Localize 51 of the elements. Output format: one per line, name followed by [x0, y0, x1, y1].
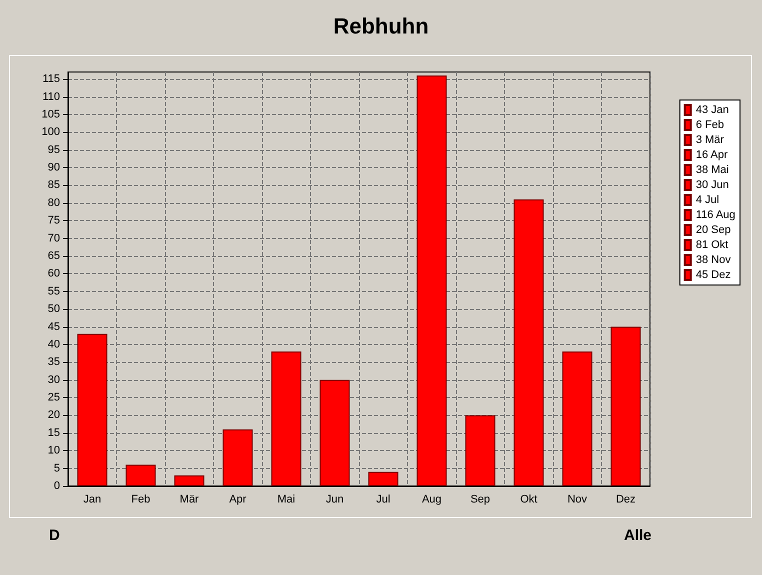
y-tick-label: 30	[48, 374, 60, 386]
legend-label: 16 Apr	[696, 149, 728, 161]
y-tick-label: 5	[54, 462, 60, 474]
x-tick-label: Feb	[131, 494, 150, 506]
x-tick-label: Mär	[180, 494, 200, 506]
legend-label: 4 Jul	[696, 194, 720, 206]
y-tick-label: 0	[54, 480, 60, 492]
y-tick-label: 15	[48, 426, 60, 439]
chart-title: Rebhuhn	[333, 14, 429, 38]
legend-label: 38 Mai	[696, 164, 729, 176]
legend-label: 30 Jun	[696, 179, 729, 191]
y-tick-label: 10	[48, 444, 60, 457]
x-tick-label: Aug	[422, 494, 442, 506]
legend-label: 3 Mär	[696, 134, 724, 146]
x-tick-label: Jan	[83, 494, 102, 506]
y-tick-label: 105	[42, 108, 60, 120]
y-tick-label: 85	[48, 179, 60, 192]
y-tick-label: 60	[48, 268, 60, 280]
y-tick-label: 65	[48, 250, 60, 262]
text: D	[49, 527, 60, 544]
y-tick-label: 100	[42, 126, 60, 138]
y-tick-label: 50	[48, 303, 60, 316]
y-tick-label: 80	[48, 196, 60, 209]
legend-label: 6 Feb	[696, 119, 724, 131]
legend-label: 38 Nov	[696, 254, 732, 266]
x-tick-label: Nov	[567, 494, 588, 506]
y-tick-label: 115	[42, 73, 60, 86]
y-tick-label: 75	[48, 214, 60, 227]
legend-label: 43 Jan	[696, 104, 729, 116]
x-tick-label: Okt	[520, 494, 538, 506]
y-tick-label: 90	[48, 162, 60, 174]
y-tick-label: 20	[48, 409, 60, 422]
y-tick-label: 40	[48, 338, 60, 350]
y-tick-label: 95	[48, 144, 60, 156]
legend-label: 81 Okt	[696, 239, 728, 251]
y-tick-label: 70	[48, 232, 60, 244]
y-tick-label: 25	[48, 392, 60, 404]
text: Alle	[624, 527, 652, 544]
x-tick-label: Jun	[326, 494, 344, 506]
x-tick-label: Dez	[616, 494, 636, 506]
y-tick-label: 35	[48, 356, 60, 368]
x-tick-label: Jul	[376, 494, 390, 506]
legend-label: 116 Aug	[696, 209, 736, 221]
legend-label: 20 Sep	[696, 224, 731, 236]
y-tick-label: 45	[48, 320, 60, 333]
legend-label: 45 Dez	[696, 269, 731, 281]
x-tick-label: Mai	[277, 494, 296, 506]
x-tick-label: Apr	[229, 494, 247, 506]
y-tick-label: 110	[42, 90, 60, 103]
x-tick-label: Sep	[470, 494, 490, 506]
y-tick-label: 55	[48, 285, 60, 298]
